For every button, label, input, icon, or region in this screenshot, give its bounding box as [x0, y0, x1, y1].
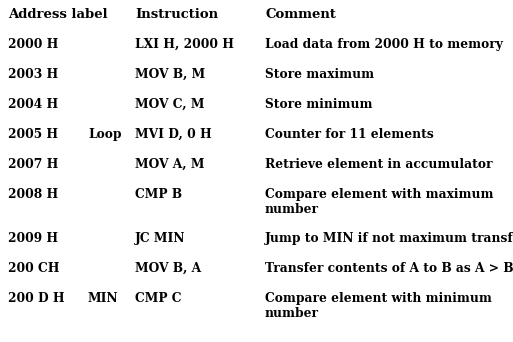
Text: Instruction: Instruction — [135, 8, 218, 21]
Text: 2008 H: 2008 H — [8, 188, 58, 201]
Text: Address label: Address label — [8, 8, 108, 21]
Text: MOV B, M: MOV B, M — [135, 68, 205, 81]
Text: CMP B: CMP B — [135, 188, 182, 201]
Text: Compare element with maximum
number: Compare element with maximum number — [265, 188, 494, 216]
Text: Jump to MIN if not maximum transfer: Jump to MIN if not maximum transfer — [265, 232, 513, 245]
Text: Counter for 11 elements: Counter for 11 elements — [265, 128, 434, 141]
Text: MIN: MIN — [88, 292, 119, 305]
Text: 2007 H: 2007 H — [8, 158, 58, 171]
Text: 2009 H: 2009 H — [8, 232, 58, 245]
Text: 200 CH: 200 CH — [8, 262, 60, 275]
Text: MVI D, 0 H: MVI D, 0 H — [135, 128, 212, 141]
Text: JC MIN: JC MIN — [135, 232, 186, 245]
Text: Loop: Loop — [88, 128, 122, 141]
Text: Store maximum: Store maximum — [265, 68, 374, 81]
Text: Comment: Comment — [265, 8, 336, 21]
Text: Store minimum: Store minimum — [265, 98, 372, 111]
Text: 2004 H: 2004 H — [8, 98, 58, 111]
Text: MOV A, M: MOV A, M — [135, 158, 205, 171]
Text: Compare element with minimum
number: Compare element with minimum number — [265, 292, 492, 320]
Text: MOV B, A: MOV B, A — [135, 262, 201, 275]
Text: 200 D H: 200 D H — [8, 292, 65, 305]
Text: 2005 H: 2005 H — [8, 128, 58, 141]
Text: 2003 H: 2003 H — [8, 68, 58, 81]
Text: MOV C, M: MOV C, M — [135, 98, 205, 111]
Text: Retrieve element in accumulator: Retrieve element in accumulator — [265, 158, 492, 171]
Text: Load data from 2000 H to memory: Load data from 2000 H to memory — [265, 38, 503, 51]
Text: CMP C: CMP C — [135, 292, 182, 305]
Text: 2000 H: 2000 H — [8, 38, 58, 51]
Text: Transfer contents of A to B as A > B: Transfer contents of A to B as A > B — [265, 262, 513, 275]
Text: LXI H, 2000 H: LXI H, 2000 H — [135, 38, 234, 51]
